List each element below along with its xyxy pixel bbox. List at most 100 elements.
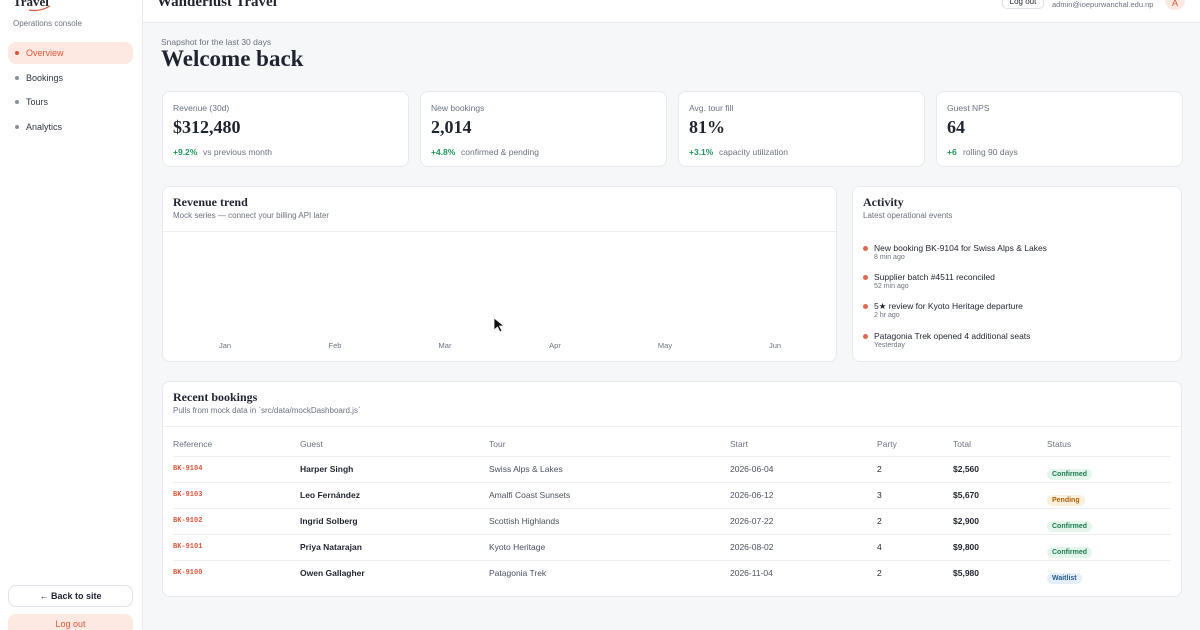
column-header: Tour xyxy=(489,439,506,449)
table-cell: $5,980 xyxy=(953,568,979,578)
kpi-card: New bookings 2,014 +4.8% confirmed & pendin… xyxy=(420,91,667,167)
kpi-note: rolling 90 days xyxy=(963,147,1018,157)
logo: Travel xyxy=(13,0,49,9)
table-cell: $9,800 xyxy=(953,542,979,552)
table-cell: Priya Natarajan xyxy=(300,542,362,552)
month-label: Feb xyxy=(328,341,342,350)
console-label: Operations console xyxy=(13,19,82,28)
table-cell: $5,670 xyxy=(953,490,979,500)
activity-text: New booking BK-9104 for Swiss Alps & Lak… xyxy=(874,243,1047,253)
nav-item[interactable]: Bookings xyxy=(8,67,133,89)
kpi-value: 2,014 xyxy=(431,117,472,137)
kpi-label: Avg. tour fill xyxy=(689,103,734,113)
kpi-delta: +4.8% xyxy=(431,147,456,157)
status-cell: Waitlist xyxy=(1047,567,1082,585)
activity-time: 8 min ago xyxy=(874,254,905,261)
activity-dot xyxy=(863,275,868,281)
back-to-site[interactable]: ← Back to site xyxy=(8,585,133,607)
card-subtitle: Mock series — connect your billing API l… xyxy=(173,211,330,220)
kpi-value: 81% xyxy=(689,117,725,137)
activity-dot xyxy=(863,304,868,310)
kpi-note: confirmed & pending xyxy=(461,147,539,157)
kpi-label: New bookings xyxy=(431,103,485,113)
activity-time: Yesterday xyxy=(874,341,905,349)
header-title: Wanderlust Travel xyxy=(157,0,277,10)
booking-reference[interactable]: BK-9102 xyxy=(173,517,203,525)
table-cell: 3 xyxy=(877,490,882,500)
divider xyxy=(163,426,1181,427)
table-cell: 2026-06-12 xyxy=(730,490,774,500)
kpi-card: Avg. tour fill 81% +3.1% capacity utilizati… xyxy=(678,91,925,167)
nav-dot xyxy=(15,51,19,55)
nav-item[interactable]: Tours xyxy=(8,91,133,113)
kpi-note: vs previous month xyxy=(203,147,272,157)
kpi-delta: +3.1% xyxy=(689,147,714,157)
table-cell: $2,900 xyxy=(953,516,979,526)
card-title: Recent bookings xyxy=(173,390,258,404)
row-divider xyxy=(173,560,1171,561)
table-cell: 2 xyxy=(877,516,882,526)
column-header: Start xyxy=(730,439,748,449)
status-pill: Pending xyxy=(1047,495,1085,506)
logo-swoosh xyxy=(28,5,51,12)
header: Wanderlust Travel Log out admin@ioepurwa… xyxy=(143,0,1200,23)
kpi-value: $312,480 xyxy=(173,117,241,137)
month-label: Jun xyxy=(768,341,782,350)
activity-dot xyxy=(863,246,868,251)
booking-reference[interactable]: BK-9100 xyxy=(173,569,203,577)
header-logout[interactable]: Log out xyxy=(1002,0,1044,9)
status-pill: Confirmed xyxy=(1047,521,1092,532)
card-subtitle: Pulls from mock data in `src/data/mockDa… xyxy=(173,406,361,415)
nav-label: Tours xyxy=(26,97,49,108)
kpi-card: Revenue (30d) $312,480 +9.2% vs previous mo… xyxy=(162,91,409,167)
card-title: Revenue trend xyxy=(173,195,248,209)
table-cell: 2026-08-02 xyxy=(730,542,774,552)
column-header: Party xyxy=(877,439,897,449)
cursor xyxy=(493,317,506,333)
nav-dot xyxy=(15,75,19,80)
kpi-note: capacity utilization xyxy=(719,147,788,157)
nav-dot xyxy=(15,125,19,130)
bookings-card: Recent bookings Pulls from mock data in … xyxy=(162,381,1182,597)
activity-dot xyxy=(863,333,868,339)
status-cell: Confirmed xyxy=(1047,463,1092,481)
activity-text: Patagonia Trek opened 4 additional seats xyxy=(874,330,1031,341)
table-cell: $2,560 xyxy=(953,464,979,474)
table-cell: Leo Fernández xyxy=(300,490,360,500)
nav-label: Analytics xyxy=(26,122,63,133)
booking-reference[interactable]: BK-9101 xyxy=(173,543,203,551)
column-header: Total xyxy=(953,439,971,449)
table-cell: Ingrid Solberg xyxy=(300,516,358,526)
kpi-delta: +6 xyxy=(947,147,957,157)
revenue-card: Revenue trend Mock series — connect your… xyxy=(162,186,837,362)
row-divider xyxy=(173,482,1171,483)
month-label: Mar xyxy=(438,341,452,350)
status-cell: Confirmed xyxy=(1047,541,1092,559)
nav-dot xyxy=(15,100,19,105)
nav-item[interactable]: Overview xyxy=(8,42,133,64)
divider xyxy=(163,231,836,232)
row-divider xyxy=(173,456,1171,457)
table-cell: Amalfi Coast Sunsets xyxy=(489,490,571,500)
table-cell: 4 xyxy=(877,542,882,552)
activity-time: 52 min ago xyxy=(874,283,909,291)
table-cell: Owen Gallagher xyxy=(300,568,365,578)
status-cell: Pending xyxy=(1047,489,1085,507)
booking-reference[interactable]: BK-9104 xyxy=(173,465,203,473)
table-cell: Swiss Alps & Lakes xyxy=(489,464,563,474)
sidebar-logout[interactable]: Log out xyxy=(8,614,133,630)
nav-label: Bookings xyxy=(26,72,64,83)
row-divider xyxy=(173,508,1171,509)
column-header: Status xyxy=(1047,439,1072,449)
avatar[interactable]: A xyxy=(1165,0,1185,10)
booking-reference[interactable]: BK-9103 xyxy=(173,491,203,499)
nav-item[interactable]: Analytics xyxy=(8,116,133,138)
activity-card: Activity Latest operational events New b… xyxy=(852,186,1182,362)
month-label: Apr xyxy=(549,341,561,350)
table-cell: 2 xyxy=(877,568,882,578)
nav-label: Overview xyxy=(26,48,64,58)
column-header: Guest xyxy=(300,439,323,449)
card-subtitle: Latest operational events xyxy=(863,211,953,220)
activity-text: Supplier batch #4511 reconciled xyxy=(874,272,995,283)
